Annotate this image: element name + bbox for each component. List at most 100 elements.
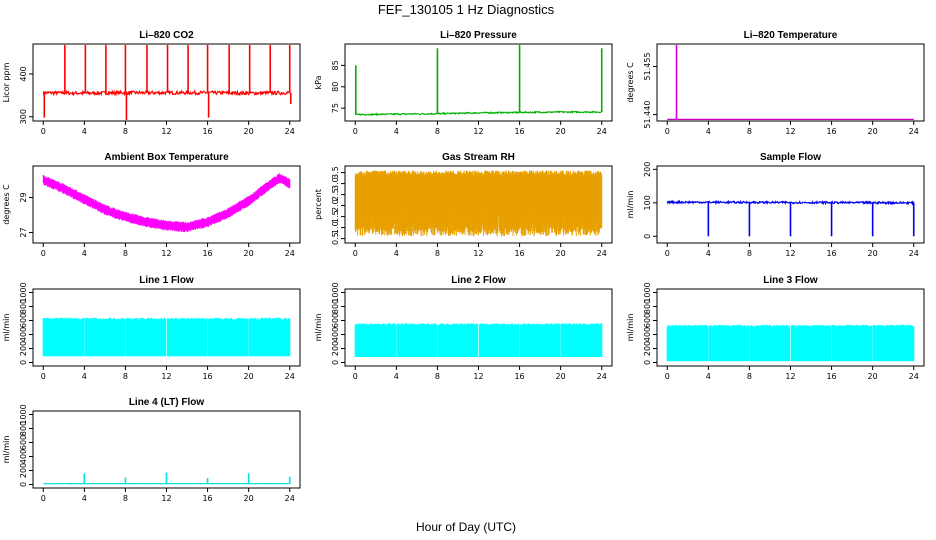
y-axis-label: ml/min: [626, 314, 635, 342]
panel-title: Li–820 CO2: [139, 30, 194, 41]
plot-frame: [32, 165, 301, 244]
x-tick-label: 24: [909, 249, 919, 258]
y-tick-label: 600: [19, 313, 28, 328]
x-axis-label: Hour of Day (UTC): [416, 520, 516, 534]
x-tick-label: 16: [826, 127, 836, 136]
y-axis-label: ml/min: [626, 191, 635, 219]
x-tick-label: 12: [473, 249, 483, 258]
x-tick-label: 20: [556, 127, 566, 136]
x-tick-label: 20: [244, 127, 254, 136]
y-tick-label: 29: [19, 192, 28, 202]
y-axis-label: Licor ppm: [2, 62, 11, 102]
x-tick-label: 24: [597, 372, 607, 381]
plot-frame: [656, 43, 925, 122]
x-tick-label: 8: [747, 249, 752, 258]
x-tick-label: 12: [785, 249, 795, 258]
x-tick-label: 24: [909, 127, 919, 136]
panel-7: Line 2 Flow ml/min 0 4 8 12 16 20 24 0 20040060080…: [314, 275, 613, 381]
y-tick-label: 75: [331, 103, 340, 113]
panel-3: Ambient Box Temperature degrees C 0 4 8 12 16 2…: [2, 152, 301, 258]
y-tick-label: 1000: [19, 282, 28, 302]
x-tick-label: 24: [597, 249, 607, 258]
x-tick-label: 12: [473, 372, 483, 381]
y-tick-label: 400: [19, 449, 28, 464]
panel-1: Li–820 Pressure kPa 0 4 8 12 16 20 24 75 80 85: [314, 30, 613, 136]
y-tick-label: 800: [331, 299, 340, 314]
series-2: [667, 45, 914, 120]
x-tick-label: 8: [123, 249, 128, 258]
x-tick-label: 12: [785, 127, 795, 136]
x-tick-label: 8: [435, 249, 440, 258]
panel-title: Ambient Box Temperature: [104, 152, 229, 163]
y-axis-label: degrees C: [626, 62, 635, 103]
y-tick-label: 2.5: [331, 188, 340, 201]
x-tick-label: 0: [665, 372, 670, 381]
y-tick-label: 100: [643, 195, 652, 210]
figure-title: FEF_130105 1 Hz Diagnostics: [378, 2, 555, 17]
panel-2: Li–820 Temperature degrees C 0 4 8 12 16 20 24 51…: [626, 30, 925, 136]
plot-frame: [344, 43, 613, 122]
panel-9: Line 4 (LT) Flow ml/min 0 4 8 12 16 20 24 0 200400…: [2, 397, 301, 503]
y-axis-label: ml/min: [2, 436, 11, 464]
x-tick-label: 24: [909, 372, 919, 381]
y-tick-label: 400: [643, 327, 652, 342]
x-tick-label: 20: [868, 249, 878, 258]
x-tick-label: 12: [161, 494, 171, 503]
y-axis-label: percent: [314, 189, 323, 220]
x-tick-label: 16: [202, 494, 212, 503]
x-tick-label: 24: [285, 127, 295, 136]
y-tick-label: 600: [643, 313, 652, 328]
x-tick-label: 0: [353, 127, 358, 136]
y-tick-label: 0: [19, 482, 28, 487]
x-tick-label: 0: [41, 372, 46, 381]
series-4: [354, 170, 603, 237]
y-axis-label: degrees C: [2, 184, 11, 225]
y-tick-label: 200: [19, 341, 28, 356]
y-tick-label: 51.455: [643, 52, 652, 80]
y-tick-label: 200: [19, 463, 28, 478]
x-tick-label: 16: [826, 249, 836, 258]
y-tick-label: 600: [331, 313, 340, 328]
x-tick-label: 20: [244, 249, 254, 258]
x-tick-label: 16: [514, 372, 524, 381]
panel-6: Line 1 Flow ml/min 0 4 8 12 16 20 24 0 20040060080…: [2, 275, 301, 381]
x-tick-label: 8: [435, 127, 440, 136]
x-tick-label: 16: [826, 372, 836, 381]
panel-title: Li–820 Temperature: [744, 30, 838, 41]
x-tick-label: 24: [597, 127, 607, 136]
x-tick-label: 4: [394, 127, 399, 136]
x-tick-label: 20: [556, 249, 566, 258]
x-tick-label: 4: [394, 372, 399, 381]
x-tick-label: 12: [473, 127, 483, 136]
x-tick-label: 12: [161, 372, 171, 381]
y-tick-label: 400: [19, 66, 28, 81]
series-6: [42, 317, 291, 357]
x-tick-label: 20: [244, 372, 254, 381]
x-tick-label: 0: [41, 249, 46, 258]
x-tick-label: 4: [82, 249, 87, 258]
x-tick-label: 24: [285, 494, 295, 503]
series-5: [666, 199, 915, 237]
x-tick-label: 0: [353, 249, 358, 258]
y-tick-label: 0: [643, 360, 652, 365]
panel-8: Line 3 Flow ml/min 0 4 8 12 16 20 24 0 20040060080…: [626, 275, 925, 381]
x-tick-label: 8: [747, 127, 752, 136]
y-tick-label: 80: [331, 82, 340, 92]
x-tick-label: 8: [123, 372, 128, 381]
series-0: [42, 45, 292, 120]
x-tick-label: 16: [202, 249, 212, 258]
x-tick-label: 20: [868, 372, 878, 381]
x-tick-label: 16: [202, 127, 212, 136]
panel-title: Line 3 Flow: [763, 275, 818, 286]
y-tick-label: 85: [331, 60, 340, 70]
y-tick-label: 800: [643, 299, 652, 314]
panel-5: Sample Flow ml/min 0 4 8 12 16 20 24 0 100 200: [626, 152, 925, 258]
y-tick-label: 0.5: [331, 232, 340, 245]
series-9: [43, 472, 291, 485]
y-tick-label: 0: [331, 360, 340, 365]
x-tick-label: 12: [161, 249, 171, 258]
panel-0: Li–820 CO2 Licor ppm 0 4 8 12 16 20 24 300 400: [2, 30, 301, 136]
series-7: [354, 323, 603, 357]
y-tick-label: 0: [19, 360, 28, 365]
x-tick-label: 24: [285, 249, 295, 258]
